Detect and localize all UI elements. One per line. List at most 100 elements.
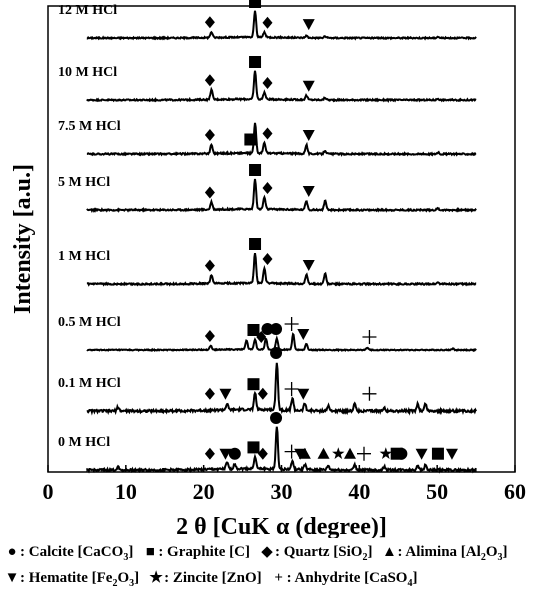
legend-sub: 3 <box>129 578 135 589</box>
series-label-2: 7.5 M HCl <box>58 119 121 134</box>
legend-item-anhydrite: +: Anhydrite [CaSO4] <box>271 570 418 589</box>
series-label-6: 0.1 M HCl <box>58 376 121 391</box>
marker-2-0-diamond <box>204 129 215 141</box>
marker-1-0-diamond <box>204 74 215 87</box>
trace-5 <box>86 332 477 353</box>
marker-7-8-tri-up <box>298 447 311 459</box>
legend-bracket: ] <box>256 570 262 586</box>
marker-4-1-square <box>249 238 262 250</box>
marker-2-2-diamond <box>262 127 273 140</box>
marker-7-9-tri-up <box>317 447 330 459</box>
marker-3-1-square <box>249 164 262 176</box>
marker-1-1-square <box>249 56 262 68</box>
marker-6-4-circle <box>270 347 283 359</box>
series-label-5: 0.5 M HCl <box>58 315 121 330</box>
x-tick-label-4: 40 <box>348 479 370 504</box>
series-label-3: 5 M HCl <box>58 175 110 190</box>
legend-item-hematite: ▼: Hematite [Fe2O3] <box>4 570 140 589</box>
legend-label: : Alimina [Al <box>397 544 481 560</box>
legend-sub: 3 <box>123 552 129 563</box>
marker-3-0-diamond <box>204 186 215 199</box>
marker-7-10-star <box>332 447 345 459</box>
legend-bracket: ] <box>412 570 418 586</box>
marker-7-4-diamond <box>257 447 268 460</box>
legend-bracket: ] <box>128 544 134 560</box>
marker-7-18-tri-down <box>445 448 458 460</box>
marker-5-6-tri-down <box>297 329 310 340</box>
x-tick-label-2: 20 <box>193 479 215 504</box>
marker-6-3-diamond <box>257 387 268 400</box>
marker-1-3-tri-down <box>302 80 315 92</box>
legend-sub: 2 <box>362 552 368 563</box>
trace-0 <box>86 10 477 41</box>
marker-4-2-diamond <box>262 253 273 265</box>
diamond-icon: ◆ <box>261 544 273 560</box>
square-icon: ■ <box>145 544 155 560</box>
legend-label: : Quartz [SiO <box>274 544 363 560</box>
legend-label: : Zincite [ZnO <box>164 570 257 586</box>
marker-3-2-diamond <box>262 182 273 194</box>
marker-6-6-tri-down <box>297 388 310 400</box>
legend-item-quartz: ◆: Quartz [SiO2] <box>259 542 372 563</box>
y-axis-label: Intensity [a.u.] <box>10 164 36 314</box>
legend-label: : Anhydrite [CaSO <box>286 570 408 586</box>
marker-6-0-diamond <box>204 387 215 400</box>
legend-sub: 3 <box>497 552 503 563</box>
x-tick-label-6: 60 <box>504 479 526 504</box>
marker-7-3-square <box>247 441 260 454</box>
axes-layer: 0 10 20 30 40 50 60 2 θ [CuK α (degree)] Intensi… <box>10 5 526 538</box>
marker-4-0-diamond <box>204 259 215 272</box>
trace-1 <box>86 70 477 104</box>
x-tick-label-5: 50 <box>426 479 448 504</box>
marker-7-12-plus <box>357 446 372 461</box>
marker-7-15-circle <box>395 447 408 460</box>
series-label-1: 10 M HCl <box>58 65 117 80</box>
marker-2-1-square <box>244 133 257 146</box>
marker-5-1-square <box>247 324 260 336</box>
trace-4 <box>86 252 477 287</box>
marker-6-7-plus <box>362 386 377 401</box>
marker-0-3-tri-down <box>302 19 315 31</box>
traces-layer <box>86 10 477 474</box>
marker-7-11-tri-up <box>343 447 356 459</box>
x-tick-label-0: 0 <box>43 479 54 504</box>
marker-3-3-tri-down <box>302 186 315 197</box>
plus-icon: + <box>274 570 283 586</box>
legend-bracket: ] <box>244 544 250 560</box>
legend-sub: 4 <box>407 578 413 589</box>
marker-7-17-square <box>431 447 444 460</box>
legend-sub: 2 <box>112 578 118 589</box>
marker-5-4-circle <box>270 323 283 335</box>
marker-7-5-circle <box>270 412 283 424</box>
legend-label: : Calcite [CaCO <box>20 544 124 560</box>
x-tick-label-3: 30 <box>271 479 293 504</box>
tri-down-icon: ▼ <box>4 570 20 586</box>
marker-7-13-star <box>379 447 392 459</box>
legend-label: : Hematite [Fe <box>20 570 113 586</box>
legend-label: : Graphite [C <box>158 544 245 560</box>
marker-5-7-plus <box>362 330 377 344</box>
marker-7-0-diamond <box>204 447 215 460</box>
circle-icon: ● <box>7 544 17 560</box>
trace-6 <box>86 362 477 416</box>
legend-bracket: ] <box>502 544 508 560</box>
legend-row-2: ▼: Hematite [Fe2O3] ★: Zincite [ZnO] +: An… <box>4 568 426 589</box>
legend-row-1: ●: Calcite [CaCO3] ■: Graphite [C] ◆: Quar… <box>4 542 516 563</box>
legend-item-calcite: ●: Calcite [CaCO3] <box>4 544 133 563</box>
marker-2-3-tri-down <box>302 130 315 141</box>
marker-5-2-diamond <box>256 331 267 343</box>
legend-bracket: ] <box>134 570 140 586</box>
marker-7-2-circle <box>228 447 241 460</box>
x-tick-label-1: 10 <box>115 479 137 504</box>
marker-0-2-diamond <box>262 16 273 29</box>
marker-6-1-tri-down <box>219 388 232 400</box>
legend-sub: 2 <box>480 552 486 563</box>
marker-6-2-square <box>247 378 260 391</box>
legend-item-graphite: ■: Graphite [C] <box>142 544 250 561</box>
legend-formula-part: O <box>485 544 498 560</box>
marker-7-1-tri-down <box>219 448 232 460</box>
marker-1-2-diamond <box>262 77 273 89</box>
marker-7-16-tri-down <box>415 448 428 460</box>
legend-formula-part: O <box>117 570 130 586</box>
